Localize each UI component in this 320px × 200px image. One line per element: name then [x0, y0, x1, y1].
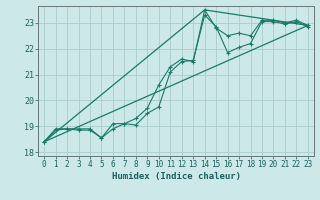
- X-axis label: Humidex (Indice chaleur): Humidex (Indice chaleur): [111, 172, 241, 181]
